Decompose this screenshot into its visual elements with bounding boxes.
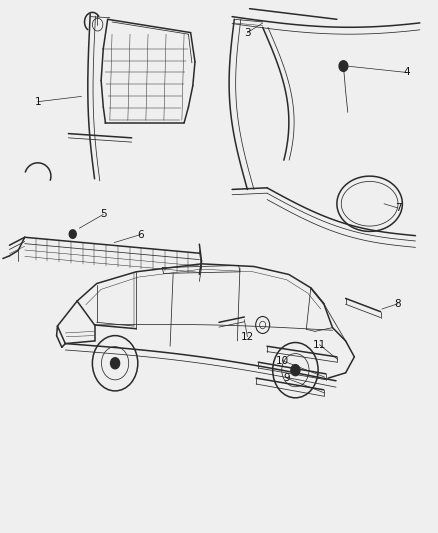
Text: 6: 6 [137, 230, 144, 240]
Text: 9: 9 [283, 373, 290, 383]
Text: 5: 5 [100, 209, 106, 220]
Circle shape [291, 365, 300, 376]
Text: 4: 4 [403, 68, 410, 77]
Text: 8: 8 [395, 298, 401, 309]
Circle shape [339, 61, 348, 71]
Circle shape [110, 358, 120, 369]
Text: 7: 7 [395, 203, 401, 213]
Circle shape [69, 230, 76, 238]
Text: 3: 3 [244, 28, 251, 38]
Text: 11: 11 [313, 340, 326, 350]
Text: 10: 10 [276, 356, 289, 366]
Text: 1: 1 [35, 96, 41, 107]
Text: 12: 12 [241, 332, 254, 342]
